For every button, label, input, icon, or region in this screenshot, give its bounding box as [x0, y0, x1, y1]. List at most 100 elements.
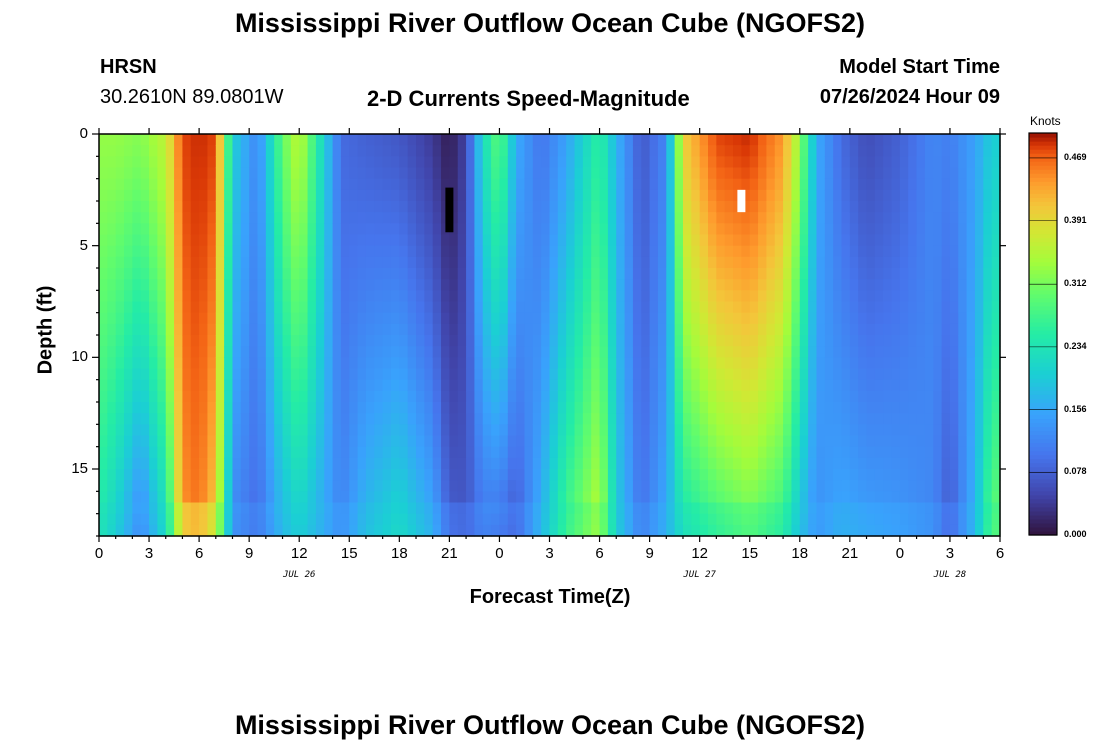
heatmap-cell — [307, 156, 317, 169]
heatmap-cell — [783, 357, 793, 370]
heatmap-cell — [657, 402, 667, 414]
heatmap-cell — [916, 390, 926, 403]
heatmap-cell — [724, 357, 734, 370]
heatmap-cell — [599, 446, 609, 459]
heatmap-cell — [933, 469, 943, 481]
heatmap-cell — [149, 390, 158, 403]
heatmap-cell — [858, 134, 868, 146]
heatmap-cell — [783, 279, 793, 291]
heatmap-cell — [374, 457, 384, 470]
heatmap-cell — [257, 145, 267, 157]
heatmap-cell — [574, 145, 584, 157]
heatmap-cell — [149, 290, 158, 303]
heatmap-cell — [949, 167, 959, 180]
heatmap-cell — [541, 223, 551, 236]
heatmap-cell — [365, 145, 375, 157]
heatmap-cell — [816, 290, 826, 303]
heatmap-cell — [849, 279, 859, 291]
heatmap-cell — [716, 346, 726, 358]
heatmap-cell — [858, 201, 868, 213]
heatmap-cell — [774, 346, 784, 358]
heatmap-cell — [416, 279, 425, 291]
heatmap-cell — [382, 368, 392, 381]
heatmap-cell — [482, 524, 492, 537]
colorbar-segment — [1029, 257, 1057, 263]
heatmap-cell — [315, 189, 325, 202]
heatmap-cell — [340, 524, 350, 537]
heatmap-cell — [699, 156, 709, 169]
heatmap-cell — [649, 368, 659, 381]
heatmap-cell — [165, 524, 175, 537]
heatmap-cell — [507, 268, 517, 280]
heatmap-cell — [207, 390, 217, 403]
heatmap-cell — [974, 189, 984, 202]
heatmap-cell — [841, 502, 851, 515]
heatmap-cell — [949, 323, 959, 336]
heatmap-cell — [382, 390, 392, 403]
heatmap-cell — [457, 357, 467, 370]
heatmap-cell — [257, 457, 267, 470]
heatmap-cell — [174, 513, 184, 526]
heatmap-cell — [99, 134, 108, 146]
heatmap-cell — [991, 268, 1001, 280]
heatmap-cell — [457, 245, 467, 258]
heatmap-cell — [365, 502, 375, 515]
heatmap-cell — [274, 178, 284, 191]
heatmap-cell — [416, 134, 425, 146]
heatmap-cell — [591, 346, 601, 358]
heatmap-cell — [749, 413, 759, 425]
heatmap-cell — [290, 256, 300, 269]
heatmap-cell — [691, 435, 701, 448]
heatmap-cell — [441, 256, 450, 269]
heatmap-cell — [282, 290, 292, 303]
heatmap-cell — [649, 256, 659, 269]
heatmap-cell — [124, 290, 133, 303]
heatmap-cell — [349, 491, 359, 504]
heatmap-cell — [332, 457, 342, 470]
heatmap-cell — [649, 513, 659, 526]
heatmap-cell — [983, 335, 993, 347]
heatmap-cell — [474, 301, 484, 314]
heatmap-cell — [758, 201, 767, 213]
heatmap-cell — [824, 245, 834, 258]
heatmap-cell — [958, 167, 968, 180]
heatmap-cell — [174, 379, 184, 392]
heatmap-cell — [441, 402, 450, 414]
heatmap-cell — [240, 212, 250, 224]
heatmap-cell — [332, 513, 342, 526]
heatmap-cell — [733, 279, 742, 291]
heatmap-cell — [908, 234, 918, 247]
heatmap-cell — [249, 502, 259, 515]
heatmap-cell — [416, 234, 425, 247]
heatmap-cell — [174, 524, 184, 537]
heatmap-cell — [449, 491, 459, 504]
heatmap-cell — [340, 502, 350, 515]
heatmap-cell — [674, 156, 684, 169]
heatmap-cell — [974, 201, 984, 213]
heatmap-cell — [674, 256, 684, 269]
heatmap-cell — [340, 312, 350, 325]
heatmap-cell — [449, 234, 459, 247]
heatmap-cell — [616, 256, 626, 269]
heatmap-cell — [783, 480, 793, 492]
heatmap-cell — [390, 424, 400, 437]
heatmap-cell — [924, 268, 934, 280]
heatmap-cell — [691, 524, 701, 537]
heatmap-cell — [874, 290, 884, 303]
heatmap-cell — [390, 469, 400, 481]
heatmap-cell — [524, 524, 534, 537]
heatmap-cell — [991, 256, 1001, 269]
heatmap-cell — [808, 446, 818, 459]
heatmap-cell — [482, 457, 492, 470]
heatmap-cell — [432, 413, 442, 425]
heatmap-cell — [866, 312, 876, 325]
heatmap-cell — [249, 424, 259, 437]
heatmap-cell — [432, 212, 442, 224]
heatmap-cell — [432, 357, 442, 370]
heatmap-cell — [891, 335, 901, 347]
heatmap-cell — [224, 167, 234, 180]
heatmap-cell — [866, 223, 876, 236]
heatmap-cell — [766, 279, 776, 291]
heatmap-cell — [441, 335, 450, 347]
heatmap-cell — [974, 513, 984, 526]
